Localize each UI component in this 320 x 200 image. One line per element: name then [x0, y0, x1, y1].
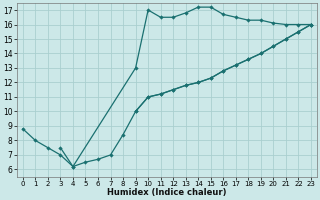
X-axis label: Humidex (Indice chaleur): Humidex (Indice chaleur) — [107, 188, 227, 197]
